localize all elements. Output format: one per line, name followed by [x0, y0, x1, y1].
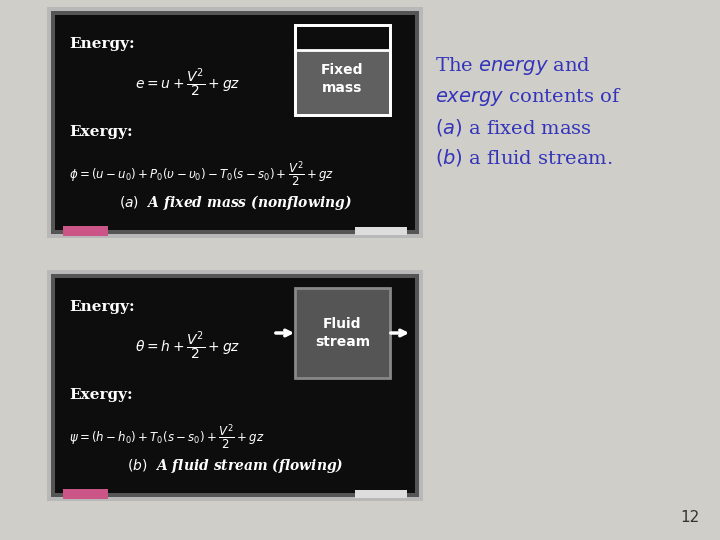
Bar — [47, 270, 423, 501]
Text: Energy:: Energy: — [69, 37, 135, 51]
Bar — [63, 226, 108, 236]
Text: Exergy:: Exergy: — [69, 388, 132, 402]
Bar — [55, 278, 415, 493]
Text: $\theta = h + \dfrac{V^2}{2} + gz$: $\theta = h + \dfrac{V^2}{2} + gz$ — [135, 329, 240, 362]
Text: Fluid
stream: Fluid stream — [315, 317, 370, 349]
Bar — [63, 489, 108, 499]
Text: $(b)$  A fluid stream (flowing): $(b)$ A fluid stream (flowing) — [127, 456, 343, 475]
Text: Energy:: Energy: — [69, 300, 135, 314]
Text: 12: 12 — [680, 510, 700, 525]
Text: The $\it{energy}$ and: The $\it{energy}$ and — [435, 55, 591, 77]
Text: Exergy:: Exergy: — [69, 125, 132, 139]
Bar — [295, 288, 390, 378]
Text: $(a)$ a fixed mass: $(a)$ a fixed mass — [435, 117, 592, 138]
Text: $\psi = (h - h_0) + T_0(s - s_0) + \dfrac{V^2}{2} + gz$: $\psi = (h - h_0) + T_0(s - s_0) + \dfra… — [69, 423, 264, 453]
Bar — [47, 7, 423, 238]
Text: $\phi = (u - u_0) + P_0(\upsilon - \upsilon_0) - T_0(s - s_0) + \dfrac{V^2}{2} +: $\phi = (u - u_0) + P_0(\upsilon - \upsi… — [69, 160, 334, 190]
Bar — [51, 11, 419, 234]
Text: $(a)$  A fixed mass (nonflowing): $(a)$ A fixed mass (nonflowing) — [119, 193, 351, 212]
Bar — [295, 25, 390, 115]
Bar — [355, 227, 407, 235]
Bar — [51, 274, 419, 497]
Bar — [355, 490, 407, 498]
Text: Fixed
mass: Fixed mass — [321, 63, 364, 95]
Bar — [295, 25, 390, 115]
Bar — [295, 50, 390, 115]
Bar — [55, 15, 415, 230]
Text: $(b)$ a fluid stream.: $(b)$ a fluid stream. — [435, 147, 613, 168]
Text: $e = u + \dfrac{V^2}{2} + gz$: $e = u + \dfrac{V^2}{2} + gz$ — [135, 66, 240, 99]
Text: $\it{exergy}$ contents of: $\it{exergy}$ contents of — [435, 86, 622, 108]
